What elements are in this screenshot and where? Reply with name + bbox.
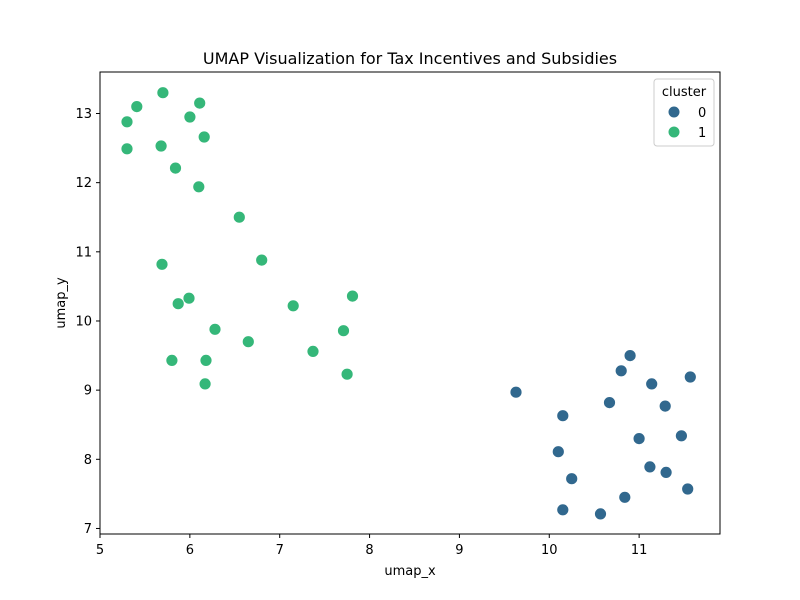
x-tick-label-8: 8 bbox=[365, 543, 373, 558]
plot-frame bbox=[99, 71, 721, 535]
x-axis-ticks: 5 6 7 8 9 10 11 bbox=[96, 534, 648, 558]
point-cluster-1-2 bbox=[120, 142, 134, 156]
point-cluster-0-10 bbox=[632, 432, 646, 446]
y-axis-label: umap_y bbox=[54, 277, 69, 329]
x-tick-label-9: 9 bbox=[455, 543, 463, 558]
x-tick-label-5: 5 bbox=[96, 543, 104, 558]
point-cluster-0-14 bbox=[659, 465, 673, 479]
point-cluster-0-9 bbox=[623, 349, 637, 363]
point-cluster-1-3 bbox=[156, 86, 170, 100]
chart-title: UMAP Visualization for Tax Incentives an… bbox=[203, 49, 617, 68]
point-cluster-1-23 bbox=[346, 289, 359, 303]
point-cluster-0-5 bbox=[594, 507, 607, 521]
legend-marker-1 bbox=[667, 125, 681, 139]
point-cluster-1-20 bbox=[286, 299, 300, 313]
point-cluster-1-24 bbox=[340, 367, 354, 381]
point-cluster-1-7 bbox=[193, 96, 207, 110]
point-cluster-1-12 bbox=[155, 257, 169, 271]
legend-label-1: 1 bbox=[698, 126, 706, 141]
point-cluster-1-17 bbox=[199, 353, 213, 367]
point-cluster-0-1 bbox=[556, 409, 570, 423]
point-cluster-0-16 bbox=[681, 482, 695, 496]
point-cluster-0-2 bbox=[551, 445, 565, 459]
y-tick-label-12: 12 bbox=[75, 176, 92, 191]
point-cluster-1-5 bbox=[169, 161, 182, 175]
y-tick-label-13: 13 bbox=[75, 107, 92, 122]
point-cluster-0-17 bbox=[683, 370, 697, 384]
point-cluster-1-14 bbox=[182, 291, 196, 305]
point-cluster-0-6 bbox=[618, 490, 632, 504]
point-cluster-1-10 bbox=[232, 210, 246, 224]
point-cluster-0-11 bbox=[643, 460, 657, 474]
point-cluster-1-0 bbox=[120, 115, 134, 129]
point-cluster-0-7 bbox=[603, 396, 616, 410]
point-cluster-0-13 bbox=[658, 399, 672, 413]
y-tick-label-9: 9 bbox=[84, 384, 92, 399]
point-cluster-1-1 bbox=[130, 100, 144, 113]
legend-marker-0 bbox=[667, 105, 681, 119]
y-axis-ticks: 7 8 9 10 11 12 13 bbox=[75, 107, 100, 537]
point-cluster-1-16 bbox=[165, 353, 179, 367]
point-cluster-0-0 bbox=[509, 385, 523, 399]
point-cluster-0-15 bbox=[675, 429, 688, 443]
point-cluster-1-6 bbox=[183, 110, 197, 124]
point-cluster-0-8 bbox=[614, 364, 628, 378]
point-cluster-1-21 bbox=[306, 344, 320, 358]
x-tick-label-6: 6 bbox=[186, 543, 194, 558]
point-cluster-1-18 bbox=[198, 377, 212, 391]
point-cluster-1-13 bbox=[171, 297, 185, 311]
point-cluster-1-9 bbox=[192, 180, 206, 194]
point-cluster-1-15 bbox=[208, 322, 222, 336]
y-tick-label-11: 11 bbox=[75, 245, 92, 260]
y-tick-label-7: 7 bbox=[84, 522, 92, 537]
data-points bbox=[120, 86, 697, 521]
point-cluster-0-12 bbox=[645, 377, 659, 391]
x-tick-label-7: 7 bbox=[276, 543, 284, 558]
point-cluster-1-11 bbox=[255, 253, 269, 267]
x-tick-label-10: 10 bbox=[541, 543, 558, 558]
point-cluster-0-4 bbox=[556, 503, 570, 517]
y-tick-label-10: 10 bbox=[75, 314, 92, 329]
x-axis-label: umap_x bbox=[384, 564, 436, 579]
legend-label-0: 0 bbox=[698, 106, 706, 121]
legend-title: cluster bbox=[662, 85, 707, 100]
y-tick-label-8: 8 bbox=[84, 453, 92, 468]
point-cluster-1-22 bbox=[337, 324, 350, 338]
point-cluster-1-4 bbox=[154, 139, 168, 153]
point-cluster-1-19 bbox=[241, 335, 255, 349]
legend: cluster 0 1 bbox=[653, 78, 715, 147]
x-tick-label-11: 11 bbox=[631, 543, 648, 558]
point-cluster-0-3 bbox=[565, 472, 579, 486]
point-cluster-1-8 bbox=[197, 130, 211, 144]
